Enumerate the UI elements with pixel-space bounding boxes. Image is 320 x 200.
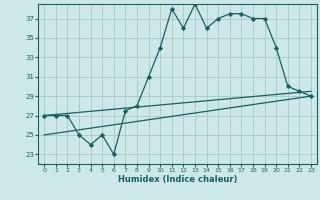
X-axis label: Humidex (Indice chaleur): Humidex (Indice chaleur) bbox=[118, 175, 237, 184]
